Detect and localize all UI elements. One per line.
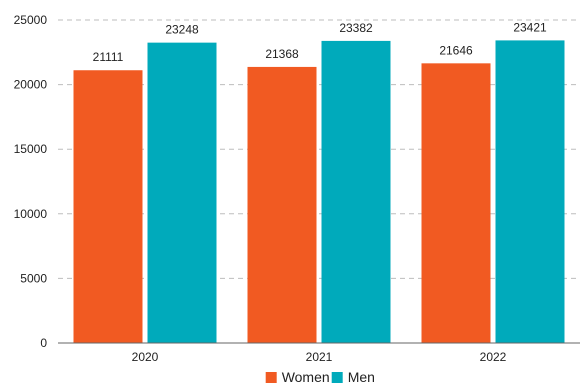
data-label: 23421 — [513, 20, 547, 34]
y-axis-ticks: 0 5000 10000 15000 20000 25000 — [14, 13, 48, 350]
bar-women-2020 — [73, 70, 143, 343]
y-tick-label: 20000 — [14, 78, 48, 92]
bar-men-2022 — [495, 40, 565, 343]
y-tick-label: 15000 — [14, 142, 48, 156]
y-tick-label: 0 — [40, 336, 47, 350]
bar-women-2021 — [247, 66, 317, 343]
data-labels: 21111 23248 21368 23382 21646 23421 — [93, 20, 547, 64]
x-axis-ticks: 2020 2021 2022 — [132, 350, 507, 364]
y-tick-label: 5000 — [20, 271, 47, 285]
bar-men-2021 — [321, 40, 391, 343]
x-tick-label: 2022 — [480, 350, 507, 364]
data-label: 21111 — [93, 50, 124, 64]
x-tick-label: 2021 — [306, 350, 333, 364]
legend-swatch-men — [331, 372, 343, 383]
y-tick-label: 10000 — [14, 207, 48, 221]
bars — [73, 40, 565, 344]
legend: Women Men — [265, 369, 375, 385]
legend-swatch-women — [265, 372, 277, 383]
bar-men-2020 — [147, 42, 217, 344]
data-label: 21646 — [439, 43, 473, 57]
y-tick-label: 25000 — [14, 13, 48, 27]
legend-label-women: Women — [282, 369, 330, 385]
data-label: 23248 — [165, 23, 199, 37]
grid-lines — [58, 19, 580, 279]
data-label: 21368 — [265, 47, 299, 61]
x-tick-label: 2020 — [132, 350, 159, 364]
legend-label-men: Men — [348, 369, 375, 385]
bar-women-2022 — [421, 63, 491, 343]
data-label: 23382 — [339, 21, 373, 35]
